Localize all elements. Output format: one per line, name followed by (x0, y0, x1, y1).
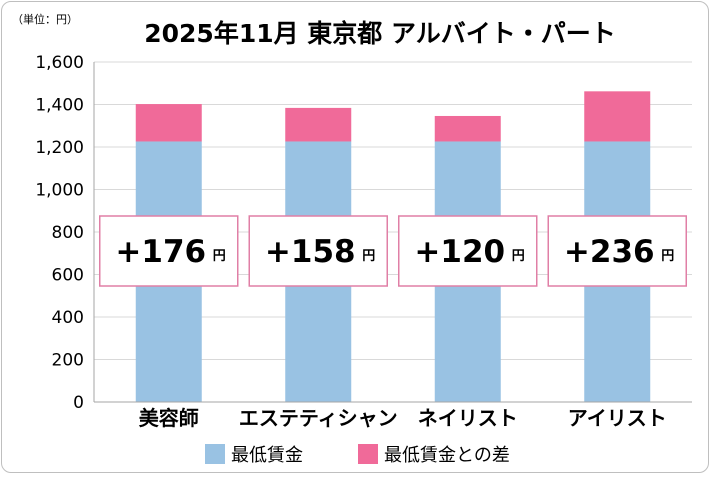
legend-label: 最低賃金 (231, 445, 303, 466)
y-tick-label: 400 (52, 308, 84, 328)
y-tick-label: 200 (52, 351, 84, 371)
axis-layer: 0 200 400 600 800 1,000 1,200 1,400 1,600 (35, 53, 692, 413)
x-tick-label: アイリスト (568, 406, 667, 430)
legend: 最低賃金 最低賃金との差 (205, 444, 510, 466)
diff-callout-box (99, 215, 239, 287)
y-tick-label: 1,200 (35, 138, 84, 158)
legend-swatch (205, 444, 225, 464)
x-tick-label: エステティシャン (239, 406, 398, 430)
y-tick-label: 800 (52, 223, 84, 243)
legend-label: 最低賃金との差 (384, 445, 510, 466)
chart-title: 2025年11月 東京都 アルバイト・パート (144, 19, 616, 48)
diff-callout-box (248, 215, 388, 287)
bar-difference (135, 104, 202, 142)
bar-difference (584, 91, 651, 142)
diff-unit-label: 円 (362, 249, 375, 264)
diff-callout-box (547, 215, 687, 287)
unit-label: （単位：円） (12, 12, 78, 26)
diff-value-label: +120 (414, 234, 505, 270)
bar-difference (434, 115, 501, 142)
x-tick-label: 美容師 (139, 406, 199, 430)
diff-unit-label: 円 (661, 249, 674, 264)
legend-swatch (358, 444, 378, 464)
y-tick-label: 1,600 (35, 53, 84, 73)
y-tick-label: 1,400 (35, 96, 84, 116)
diff-value-label: +158 (265, 234, 356, 270)
diff-value-label: +176 (115, 234, 206, 270)
y-tick-label: 600 (52, 266, 84, 286)
x-tick-label: ネイリスト (418, 406, 518, 430)
y-tick-label: 0 (73, 393, 84, 413)
diff-unit-label: 円 (213, 249, 226, 264)
bar-difference (285, 107, 352, 142)
diff-callout-box (398, 215, 538, 287)
y-tick-label: 1,000 (35, 181, 84, 201)
diff-unit-label: 円 (512, 249, 525, 264)
diff-value-label: +236 (564, 234, 655, 270)
